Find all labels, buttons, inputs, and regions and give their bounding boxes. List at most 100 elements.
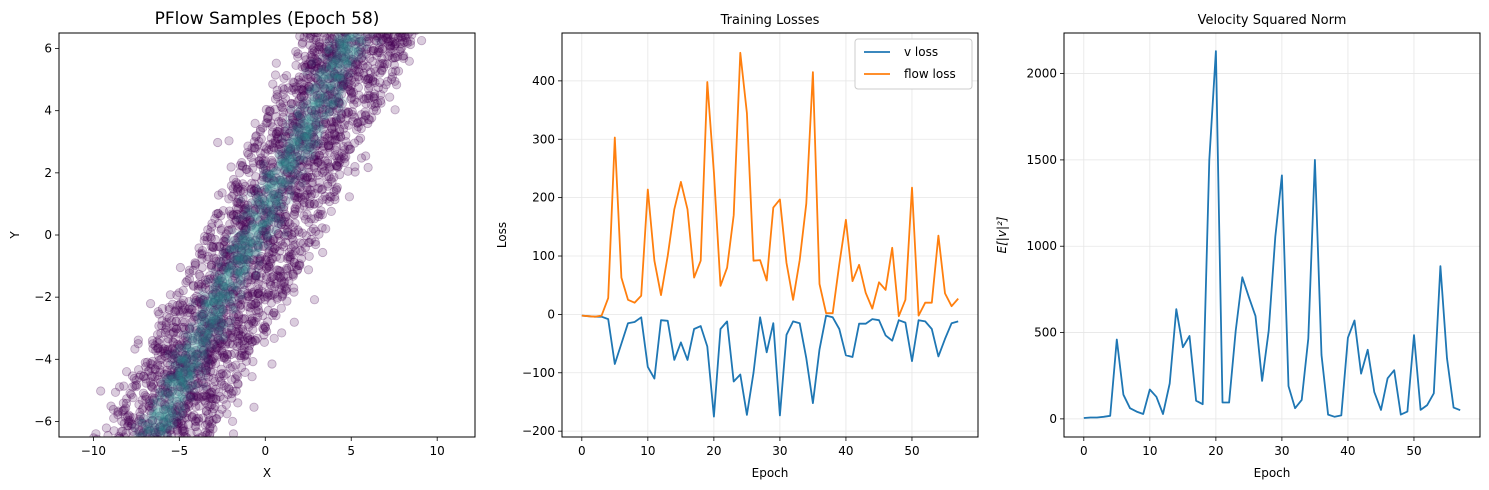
scatter-point — [182, 336, 192, 346]
scatter-point — [293, 52, 303, 62]
scatter-point — [341, 137, 351, 147]
scatter-point — [298, 37, 308, 48]
scatter-point — [236, 303, 246, 313]
scatter-point — [283, 182, 293, 192]
scatter-point — [308, 34, 318, 44]
scatter-point — [376, 38, 386, 49]
scatter-point — [167, 372, 177, 382]
scatter-point — [191, 345, 201, 356]
scatter-point — [285, 173, 295, 183]
scatter-point — [302, 189, 312, 199]
scatter-point — [205, 333, 216, 344]
scatter-point — [140, 420, 150, 430]
scatter-point — [327, 49, 337, 59]
scatter-point — [341, 34, 351, 44]
scatter-point — [252, 193, 262, 203]
scatter-point — [373, 47, 383, 58]
scatter-point — [340, 59, 350, 69]
scatter-point — [266, 290, 276, 300]
scatter-point — [137, 404, 147, 415]
scatter-point — [188, 355, 198, 365]
scatter-point — [326, 174, 336, 184]
scatter-point — [247, 275, 257, 285]
scatter-point — [388, 37, 398, 47]
scatter-point — [232, 266, 243, 276]
scatter-point — [332, 71, 342, 82]
scatter-point — [286, 243, 296, 254]
scatter-point — [382, 76, 393, 86]
scatter-point — [320, 84, 330, 94]
scatter-point — [189, 368, 199, 379]
scatter-point — [234, 326, 244, 336]
scatter-point — [261, 104, 271, 115]
scatter-point — [208, 297, 219, 307]
scatter-point — [308, 143, 318, 153]
scatter-point — [228, 311, 238, 321]
scatter-point — [171, 316, 181, 327]
scatter-point — [277, 217, 287, 227]
scatter-point — [293, 147, 303, 157]
scatter-point — [316, 61, 327, 71]
scatter-point — [144, 366, 154, 376]
scatter-density-point — [208, 284, 217, 292]
scatter-point — [363, 90, 373, 100]
scatter-density-point — [345, 69, 354, 78]
scatter-point — [205, 358, 215, 368]
scatter-density-point — [262, 232, 271, 240]
scatter-point — [250, 142, 260, 153]
scatter-point — [233, 378, 243, 389]
scatter-point — [141, 378, 151, 388]
scatter-point — [236, 230, 246, 240]
scatter-point — [338, 72, 349, 82]
scatter-point — [258, 280, 268, 290]
scatter-point — [197, 327, 207, 337]
scatter-point — [216, 369, 226, 379]
scatter-point — [289, 127, 300, 137]
scatter-point — [295, 155, 305, 166]
scatter-point — [407, 33, 417, 40]
scatter-point — [291, 261, 301, 271]
scatter-point — [322, 91, 332, 101]
scatter-point — [292, 97, 303, 107]
scatter-point — [240, 181, 250, 191]
scatter-point — [353, 122, 363, 132]
scatter-point — [238, 255, 248, 265]
scatter-point — [228, 210, 238, 220]
scatter-point — [119, 405, 130, 415]
scatter-point — [329, 172, 339, 182]
scatter-point — [283, 224, 293, 234]
scatter-point — [210, 320, 220, 330]
scatter-density-point — [199, 373, 208, 382]
legend-label-flow-loss: flow loss — [904, 67, 956, 81]
scatter-point — [250, 204, 260, 215]
scatter-point — [324, 48, 334, 58]
scatter-point — [216, 285, 226, 295]
scatter-point — [143, 436, 147, 437]
scatter-point — [281, 212, 291, 222]
x-tick-label: 0 — [261, 444, 269, 458]
scatter-point — [219, 307, 229, 317]
scatter-point — [269, 217, 279, 227]
scatter-point — [331, 160, 342, 171]
scatter-point — [258, 241, 268, 252]
scatter-point — [286, 144, 296, 154]
scatter-point — [333, 132, 343, 142]
scatter-point — [363, 118, 373, 129]
scatter-density-point — [336, 43, 345, 52]
scatter-point — [292, 152, 302, 162]
scatter-point — [215, 322, 225, 333]
scatter-point — [202, 406, 212, 416]
scatter-point — [312, 93, 322, 103]
scatter-point — [214, 409, 224, 419]
scatter-point — [314, 41, 324, 52]
scatter-density-point — [350, 34, 359, 43]
scatter-point — [192, 349, 202, 359]
scatter-point — [374, 59, 384, 69]
scatter-point — [351, 39, 361, 50]
scatter-point — [350, 162, 360, 172]
scatter-point — [398, 51, 408, 61]
scatter-point — [216, 296, 227, 306]
scatter-point — [161, 320, 171, 330]
scatter-point — [226, 333, 236, 343]
scatter-point — [207, 419, 217, 429]
